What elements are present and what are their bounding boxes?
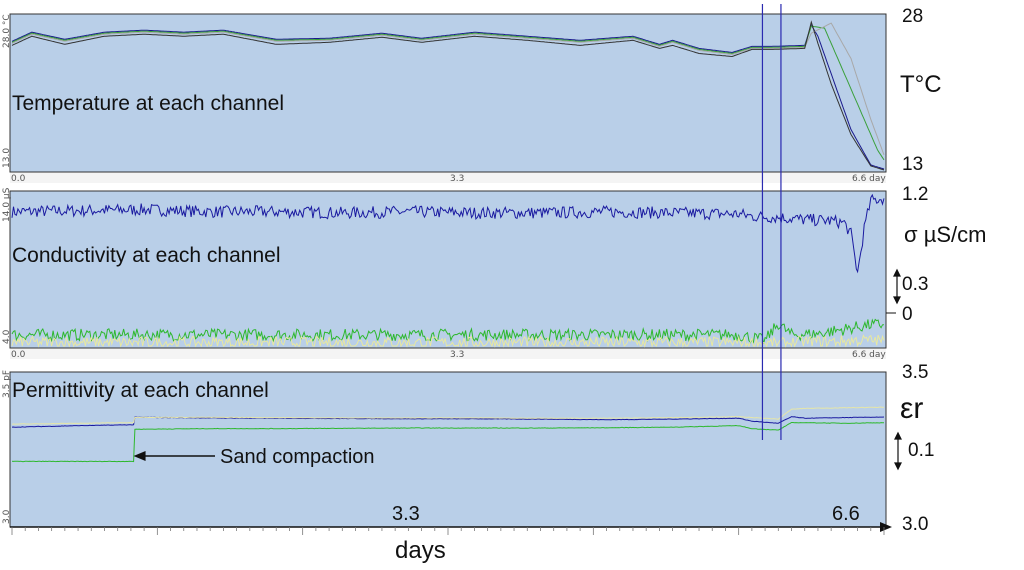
temperature-unit: T°C [900, 71, 942, 98]
conductivity-right-bottom: 0 [902, 304, 913, 325]
permittivity-unit: εr [900, 392, 923, 425]
permittivity-left-bottom-label: 3.0 [2, 509, 12, 524]
conductivity-series [11, 193, 885, 348]
conductivity-frame [9, 190, 887, 349]
temperature-series-line-1 [11, 25, 885, 161]
cursor-lines [761, 4, 782, 440]
conductivity-unit: σ µS/cm [904, 222, 986, 247]
conductivity-x-tick-1: 3.3 [450, 350, 464, 360]
x-strip-1 [10, 172, 886, 183]
permittivity-series [11, 406, 885, 463]
temperature-title: Temperature at each channel [12, 92, 284, 115]
conductivity-title: Conductivity at each channel [12, 244, 281, 267]
sand-compaction-label: Sand compaction [220, 446, 375, 468]
x-axis-label: days [395, 537, 446, 564]
temperature-right-bottom: 13 [902, 154, 923, 175]
temperature-panel [10, 14, 886, 172]
permittivity-right-top: 3.5 [902, 362, 928, 383]
permittivity-right-mid: 0.1 [908, 440, 934, 461]
permittivity-left-top-label: 3.5 pF [2, 370, 12, 398]
conductivity-panel [10, 191, 886, 348]
permittivity-series-line-1 [11, 422, 885, 463]
x-strip-2 [10, 348, 886, 359]
temperature-left-top-label: 28.0 °C [2, 14, 12, 48]
conductivity-left-bottom-label: 4.0 [2, 329, 12, 344]
conductivity-scale-arrow [893, 268, 901, 305]
sand-compaction-arrow [133, 451, 215, 461]
x-tick-big-6.6: 6.6 [832, 503, 860, 525]
conductivity-right-top: 1.2 [902, 184, 928, 205]
permittivity-panel [10, 372, 886, 527]
temperature-x-tick-1: 3.3 [450, 174, 464, 184]
permittivity-right-bottom: 3.0 [902, 514, 928, 535]
temperature-x-tick-0: 0.0 [11, 174, 26, 184]
conductivity-left-top-label: 14.0 µS [2, 187, 12, 222]
temperature-left-bottom-label: 13.0 [2, 148, 12, 168]
temperature-series-line-2 [11, 22, 885, 155]
temperature-series-line-0 [11, 23, 885, 170]
conductivity-x-tick-2: 6.6 day [852, 350, 886, 360]
permittivity-series-line-2 [11, 406, 885, 425]
temperature-frame [9, 13, 887, 173]
permittivity-scale-arrow [894, 431, 902, 471]
bottom-minor-ticks [11, 527, 885, 535]
conductivity-series-line-0 [11, 193, 885, 274]
conductivity-series-line-1 [11, 318, 885, 344]
temperature-series [11, 20, 885, 171]
temperature-x-tick-2: 6.6 day [852, 174, 886, 184]
conductivity-series-line-2 [11, 334, 885, 348]
conductivity-right-mid: 0.3 [902, 274, 928, 295]
conductivity-x-tick-0: 0.0 [11, 350, 26, 360]
permittivity-title: Permittivity at each channel [12, 379, 269, 402]
temperature-series-line-3 [11, 20, 885, 171]
x-tick-big-3.3: 3.3 [392, 503, 420, 525]
temperature-right-top: 28 [902, 6, 923, 27]
